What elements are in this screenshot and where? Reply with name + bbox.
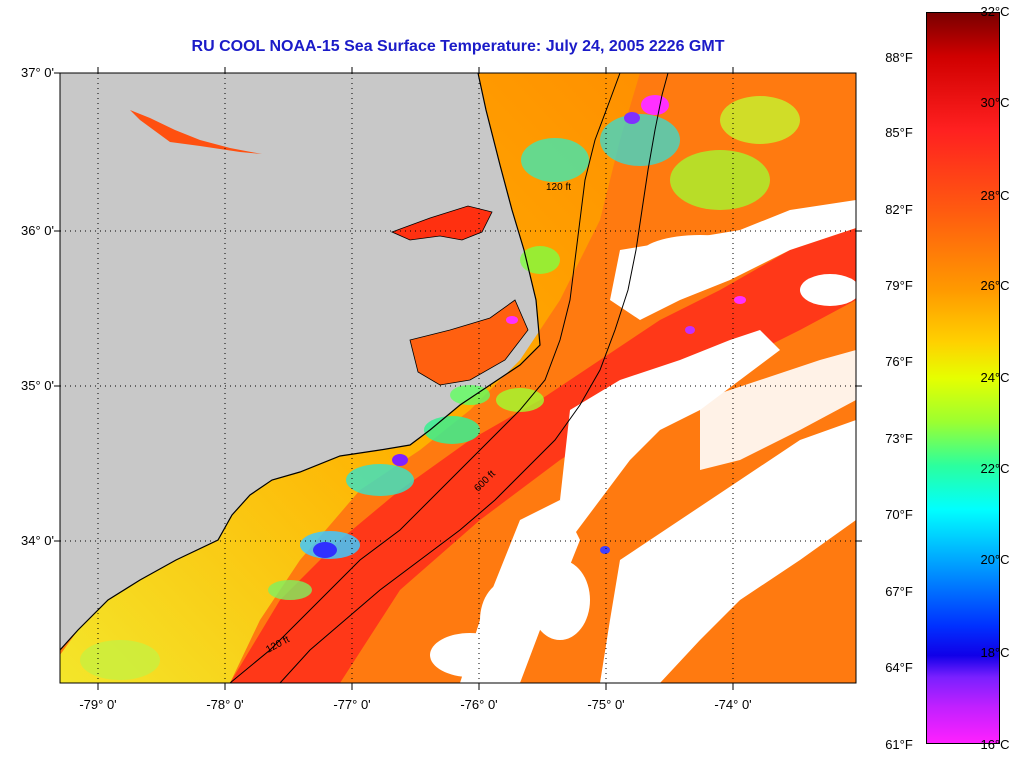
nearshore-shelf (60, 73, 640, 683)
cold-spots (313, 95, 746, 558)
temperature-colorbar (926, 12, 1000, 744)
cb-fahrenheit-67: 67°F (885, 584, 913, 599)
lat-label-34: 34° 0' (21, 533, 54, 548)
lat-label-35: 35° 0' (21, 378, 54, 393)
cb-fahrenheit-61: 61°F (885, 737, 913, 752)
cb-celsius-28: 28°C (980, 188, 1010, 203)
cb-fahrenheit-85: 85°F (885, 125, 913, 140)
lon-label-74: -74° 0' (714, 697, 752, 712)
albemarle-sound (392, 206, 492, 240)
cb-celsius-18: 18°C (980, 645, 1010, 660)
cb-fahrenheit-88: 88°F (885, 50, 913, 65)
cb-fahrenheit-64: 64°F (885, 660, 913, 675)
graticule (60, 73, 856, 683)
lon-label-76: -76° 0' (460, 697, 498, 712)
cb-celsius-16: 16°C (980, 737, 1010, 752)
cb-celsius-30: 30°C (980, 95, 1010, 110)
land-area (60, 73, 540, 650)
cloud-masks (430, 200, 856, 683)
inland-river (130, 110, 262, 154)
cb-fahrenheit-73: 73°F (885, 431, 913, 446)
cb-fahrenheit-82: 82°F (885, 202, 913, 217)
map-title: RU COOL NOAA-15 Sea Surface Temperature:… (191, 38, 725, 55)
gulf-stream (230, 228, 856, 683)
map-layers: 120 ft 600 ft 120 ft (60, 73, 856, 683)
cb-celsius-24: 24°C (980, 370, 1010, 385)
contour-label-120-north: 120 ft (546, 182, 571, 193)
sound-outlines (390, 205, 529, 386)
pamlico-sound (410, 300, 528, 385)
cb-celsius-26: 26°C (980, 278, 1010, 293)
cb-fahrenheit-76: 76°F (885, 354, 913, 369)
lat-label-36: 36° 0' (21, 223, 54, 238)
contour-600ft (279, 73, 669, 683)
cb-celsius-32: 32°C (980, 4, 1010, 19)
cb-fahrenheit-79: 79°F (885, 278, 913, 293)
lon-label-75: -75° 0' (587, 697, 625, 712)
map-frame (59, 72, 857, 684)
lat-label-37: 37° 0' (21, 65, 54, 80)
lon-label-78: -78° 0' (206, 697, 244, 712)
lon-label-77: -77° 0' (333, 697, 371, 712)
coastline (60, 73, 541, 651)
contour-120ft (229, 73, 621, 683)
cb-fahrenheit-70: 70°F (885, 507, 913, 522)
cb-celsius-22: 22°C (980, 461, 1010, 476)
cb-celsius-20: 20°C (980, 552, 1010, 567)
lon-label-79: -79° 0' (79, 697, 117, 712)
tick-marks (54, 67, 862, 690)
